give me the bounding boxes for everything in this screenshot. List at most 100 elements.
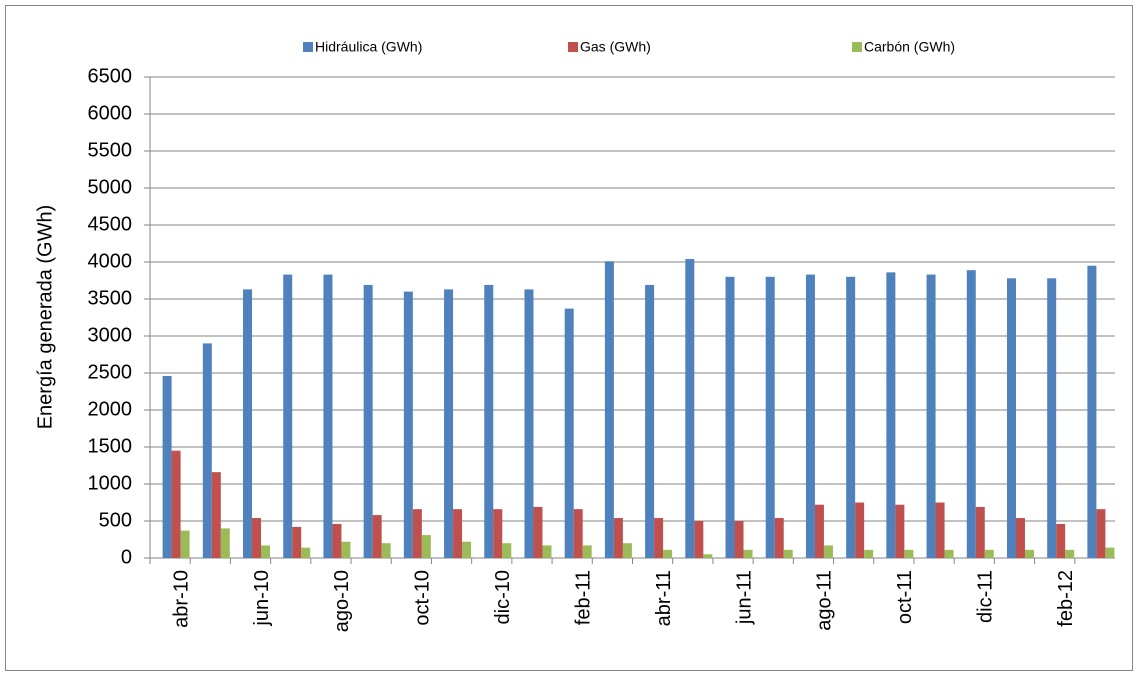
bar — [180, 530, 190, 558]
y-tick-label: 3500 — [88, 287, 133, 309]
legend-label: Gas (GWh) — [580, 39, 651, 55]
y-tick-label: 5000 — [88, 176, 133, 198]
bar — [502, 543, 512, 558]
bar — [805, 274, 815, 558]
bar — [685, 259, 695, 558]
bar — [162, 375, 172, 558]
bar — [493, 509, 503, 558]
bar — [823, 545, 833, 558]
bar — [1047, 278, 1057, 558]
bar — [412, 509, 422, 558]
bar — [171, 450, 181, 558]
bar — [855, 502, 865, 558]
bar — [292, 526, 302, 558]
bar — [1065, 549, 1075, 558]
x-tick-label: ago-10 — [331, 570, 353, 632]
x-tick-label: feb-12 — [1055, 570, 1077, 627]
legend-swatch — [568, 42, 578, 52]
bar — [613, 518, 623, 558]
bar — [283, 274, 293, 558]
bar — [703, 554, 713, 558]
y-tick-label: 3000 — [88, 324, 133, 346]
bar — [864, 549, 874, 558]
y-tick-label: 2500 — [88, 361, 133, 383]
bar — [975, 506, 985, 558]
bar — [252, 518, 262, 558]
bar — [211, 472, 221, 558]
y-tick-label: 4500 — [88, 213, 133, 235]
bar — [243, 289, 253, 558]
y-tick-label: 5500 — [88, 139, 133, 161]
bar — [462, 541, 472, 558]
bar — [453, 509, 463, 558]
bar — [1015, 518, 1025, 558]
y-tick-label: 4000 — [88, 250, 133, 272]
legend-label: Hidráulica (GWh) — [315, 39, 422, 55]
x-tick-label: jun-10 — [251, 570, 273, 627]
bar — [381, 543, 391, 558]
bar — [725, 276, 735, 558]
bar — [1006, 278, 1016, 558]
bar — [542, 545, 552, 558]
y-tick-label: 2000 — [88, 398, 133, 420]
bar — [372, 515, 382, 558]
y-tick-label: 6000 — [88, 102, 133, 124]
legend-label: Carbón (GWh) — [864, 39, 955, 55]
y-tick-label: 0 — [121, 546, 132, 568]
bar — [202, 343, 212, 558]
x-tick-label: feb-11 — [572, 570, 594, 625]
bar — [1105, 547, 1115, 558]
bar — [846, 276, 856, 558]
bar — [926, 274, 936, 558]
bar — [403, 291, 413, 558]
bar — [301, 547, 311, 558]
bar — [886, 272, 896, 558]
y-tick-label: 1500 — [88, 435, 133, 457]
bar — [1087, 265, 1097, 558]
bar — [645, 284, 655, 558]
y-tick-label: 1000 — [88, 472, 133, 494]
bar — [694, 521, 704, 558]
bar — [1024, 549, 1034, 558]
x-tick-label: jun-11 — [733, 570, 755, 625]
y-axis-label: Energía generada (GWh) — [34, 205, 56, 430]
bar — [622, 543, 632, 558]
bar — [814, 504, 824, 558]
bar — [332, 523, 342, 558]
bar — [904, 549, 914, 558]
bar — [654, 518, 664, 558]
bar — [743, 549, 753, 558]
y-tick-label: 6500 — [88, 65, 133, 87]
legend-swatch — [852, 42, 862, 52]
x-tick-label: dic-11 — [975, 570, 997, 623]
bar — [573, 509, 583, 558]
bar — [323, 274, 333, 558]
bar — [734, 521, 744, 558]
legend-swatch — [303, 42, 313, 52]
x-tick-label: ago-11 — [814, 570, 836, 631]
x-tick-label: oct-11 — [894, 570, 916, 624]
bar — [966, 270, 976, 558]
bar — [783, 549, 793, 558]
x-tick-label: abr-11 — [653, 570, 675, 626]
x-tick-label: oct-10 — [412, 570, 434, 626]
bar — [261, 545, 271, 558]
y-tick-label: 500 — [99, 509, 132, 531]
bar — [363, 284, 373, 558]
bar — [604, 261, 614, 558]
bar — [765, 276, 775, 558]
bar — [895, 504, 905, 558]
bar — [524, 289, 534, 558]
bar — [1056, 523, 1066, 558]
bar — [1096, 509, 1106, 558]
bar — [533, 506, 543, 558]
bar — [582, 545, 592, 558]
bar — [944, 549, 954, 558]
bar — [220, 528, 230, 558]
bar — [421, 535, 431, 558]
bar — [484, 284, 494, 558]
bar — [663, 549, 673, 558]
x-tick-label: abr-10 — [170, 570, 192, 628]
